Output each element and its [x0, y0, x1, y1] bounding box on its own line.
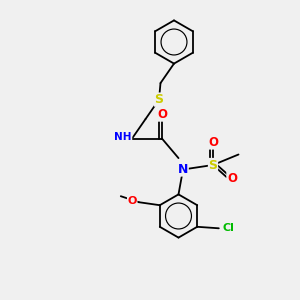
- Text: S: S: [208, 158, 217, 172]
- Text: Cl: Cl: [223, 223, 234, 233]
- Text: O: O: [157, 108, 167, 121]
- Text: NH: NH: [114, 132, 132, 142]
- Text: N: N: [178, 163, 188, 176]
- Text: O: O: [128, 196, 137, 206]
- Text: S: S: [154, 93, 164, 106]
- Text: O: O: [208, 136, 218, 149]
- Text: O: O: [227, 172, 237, 185]
